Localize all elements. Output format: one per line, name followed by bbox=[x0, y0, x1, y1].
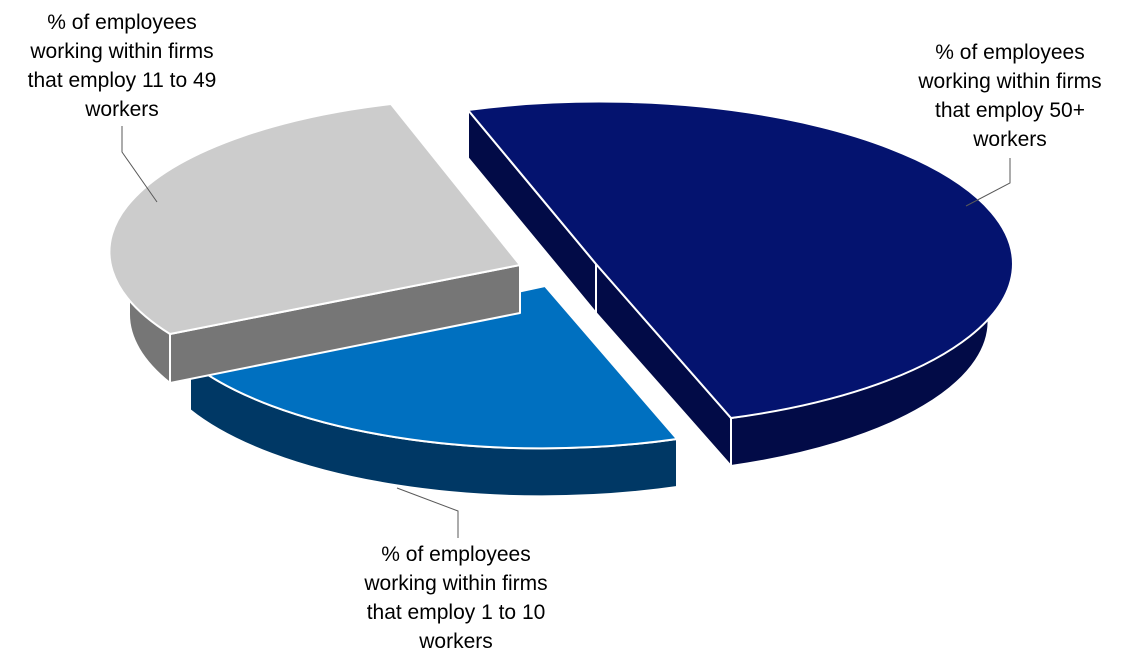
pie-slice-1-top bbox=[189, 285, 678, 450]
slice-label-2-line-3: that employ 11 to 49 bbox=[27, 69, 217, 92]
slice-label-0-line-3: that employ 50+ bbox=[934, 99, 1085, 122]
slice-label-0-line-4: workers bbox=[973, 128, 1047, 151]
slice-label-2-line-4: workers bbox=[85, 98, 159, 121]
slice-label-2-line-1: % of employees bbox=[47, 11, 197, 34]
slice-label-1-line-3: that employ 1 to 10 bbox=[366, 601, 546, 624]
leader-line-1 bbox=[396, 487, 459, 538]
leader-line-0 bbox=[965, 158, 1011, 207]
slice-label-1-line-2: working within firms bbox=[364, 572, 548, 595]
slice-label-1: % of employees working within firms that… bbox=[340, 540, 572, 656]
slice-label-1-line-4: workers bbox=[419, 630, 493, 653]
slice-label-1-line-1: % of employees bbox=[381, 543, 531, 566]
leader-line-2 bbox=[121, 126, 158, 203]
slice-label-2: % of employees working within firms that… bbox=[4, 8, 240, 124]
pie-slice-2-top bbox=[108, 103, 521, 335]
pie-slice-2 bbox=[108, 103, 521, 384]
slice-label-0: % of employees working within firms that… bbox=[900, 38, 1120, 154]
slice-label-0-line-2: working within firms bbox=[918, 70, 1102, 93]
pie-slice-0-top bbox=[467, 100, 1014, 419]
pie-slice-0 bbox=[467, 100, 1014, 467]
slice-label-2-line-2: working within firms bbox=[30, 40, 214, 63]
slice-label-0-line-1: % of employees bbox=[935, 41, 1085, 64]
pie-slice-1 bbox=[189, 285, 678, 498]
